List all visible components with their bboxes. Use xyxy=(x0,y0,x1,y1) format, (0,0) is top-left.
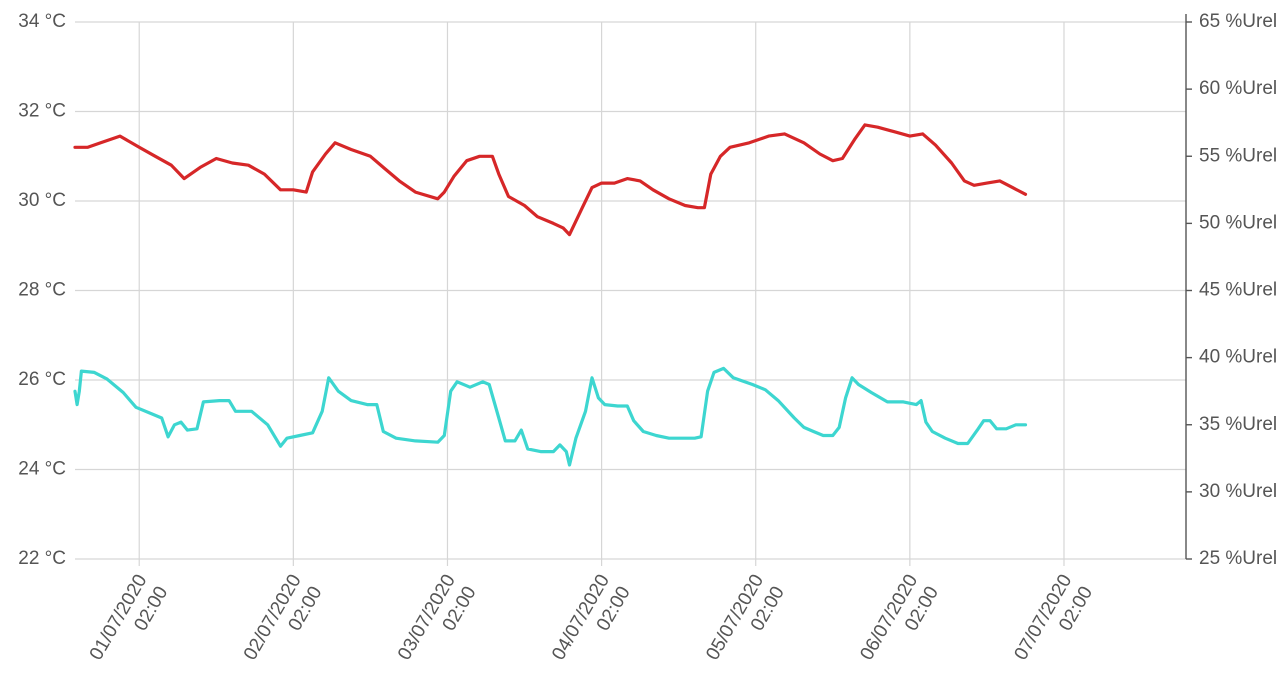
grid xyxy=(75,21,1186,566)
y-left-tick-label: 32 °C xyxy=(18,101,66,122)
tick-labels: 22 °C 24 °C 26 °C 28 °C 30 °C 32 °C 34 °C 25 %U… xyxy=(18,11,1277,664)
y-right-tick-label: 45 %Urel xyxy=(1199,280,1277,301)
temperature-series-line xyxy=(73,123,1028,237)
y-right-tick-label: 30 %Urel xyxy=(1199,481,1277,502)
y-left-tick-label: 34 °C xyxy=(18,11,66,32)
y-right-tick-label: 50 %Urel xyxy=(1199,212,1277,233)
y-right-tick-label: 25 %Urel xyxy=(1199,548,1277,569)
y-right-tick-label: 65 %Urel xyxy=(1199,11,1277,32)
y-left-tick-label: 22 °C xyxy=(18,548,66,569)
series-lines xyxy=(73,123,1028,467)
humidity-series-line xyxy=(73,366,1028,467)
y-right-tick-label: 60 %Urel xyxy=(1199,78,1277,99)
y-left-tick-label: 30 °C xyxy=(18,190,66,211)
y-right-tick-label: 35 %Urel xyxy=(1199,414,1277,435)
y-left-tick-label: 24 °C xyxy=(18,459,66,480)
y-right-tick-label: 40 %Urel xyxy=(1199,347,1277,368)
axes xyxy=(1185,14,1192,560)
y-left-tick-label: 26 °C xyxy=(18,369,66,390)
y-left-tick-label: 28 °C xyxy=(18,280,66,301)
y-right-tick-label: 55 %Urel xyxy=(1199,145,1277,166)
